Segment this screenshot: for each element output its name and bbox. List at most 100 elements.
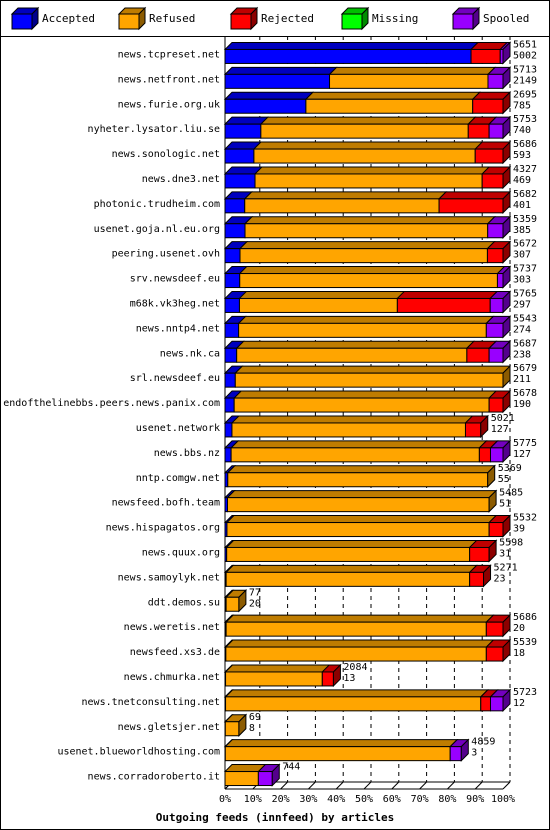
legend-swatch-missing <box>340 6 370 31</box>
x-tick-mark <box>280 781 288 790</box>
bar-segment-top-refused <box>238 290 406 299</box>
bar-side <box>502 165 511 190</box>
total-label: 5737 <box>513 264 537 275</box>
accepted-label: 303 <box>513 275 531 286</box>
bar-segment-accepted <box>224 372 236 388</box>
bar-side <box>502 140 511 165</box>
bar-side <box>502 439 511 464</box>
bar-side <box>502 265 511 289</box>
total-label: 5687 <box>513 338 537 349</box>
x-tick-mark <box>502 781 511 790</box>
bar-segment-accepted <box>224 173 256 189</box>
bar-segment-refused <box>227 472 489 488</box>
accepted-label: 51 <box>499 499 511 510</box>
accepted-label: 127 <box>513 449 531 460</box>
row-label: news.samoylyk.net <box>118 572 220 583</box>
x-tick-label: 60% <box>383 794 401 805</box>
bar-segment-refused <box>225 571 471 587</box>
bar-side <box>502 638 511 663</box>
bar-segment-accepted <box>224 73 331 89</box>
bar-segment-rejected <box>470 48 501 64</box>
bar-segment-top-refused <box>232 390 498 399</box>
bar-segment-accepted <box>224 248 241 264</box>
bar-segment-accepted <box>224 98 307 114</box>
total-label: 5679 <box>513 363 537 374</box>
x-tick-label: 70% <box>411 794 429 805</box>
row-label: endofthelinebbs.peers.news.panix.com <box>3 398 220 409</box>
bar-segment-accepted <box>224 48 472 64</box>
bar-side <box>480 414 489 439</box>
bar-segment-top-refused <box>235 340 476 349</box>
bar-segment-top-refused <box>225 515 498 524</box>
bar-segment-top-refused <box>224 689 489 698</box>
x-tick-label: 10% <box>244 794 262 805</box>
bar-segment-rejected <box>321 671 334 687</box>
bar-segment-refused <box>233 397 490 413</box>
total-label: 2084 <box>343 662 367 673</box>
bar-segment-rejected <box>466 347 490 363</box>
bar-segment-refused <box>236 347 468 363</box>
total-label: 5021 <box>491 413 515 424</box>
bar-segment-accepted <box>224 397 235 413</box>
total-label: 5271 <box>494 562 518 573</box>
row-label: news.chmurka.net <box>124 672 220 683</box>
bar-segment-refused <box>226 546 471 562</box>
total-label: 5598 <box>499 537 523 548</box>
bar-segment-accepted <box>224 223 246 239</box>
total-label: 5359 <box>513 214 537 225</box>
bar-side <box>502 240 511 264</box>
bar-segment-rejected <box>488 522 504 538</box>
legend-swatch-refused <box>117 6 147 31</box>
row-label: newsfeed.xs3.de <box>130 647 220 658</box>
bar-side <box>502 364 511 389</box>
bar-segment-rejected <box>467 123 490 139</box>
bar-segment-spooled <box>257 771 273 787</box>
bar-segment-refused <box>224 746 451 762</box>
total-label: 5532 <box>513 513 537 524</box>
x-tick-mark <box>447 781 455 790</box>
bar-segment-refused <box>239 273 498 289</box>
bar-segment-refused <box>226 522 490 538</box>
bar-segment-rejected <box>481 173 504 189</box>
bar-segment-top-refused <box>238 241 496 250</box>
row-label: news.hispagatos.org <box>106 523 220 534</box>
accepted-label: 127 <box>491 424 509 435</box>
bar-row: news.gletsjer.net 698 <box>118 712 261 737</box>
bar-segment-refused <box>231 422 466 438</box>
bar-segment-top-refused <box>225 539 478 548</box>
bar-segment-refused <box>238 322 487 338</box>
x-tick-label: 20% <box>272 794 290 805</box>
bar-side <box>502 613 511 638</box>
x-tick-mark <box>419 781 427 790</box>
bar-segment-refused <box>239 248 488 264</box>
accepted-label: 211 <box>513 374 531 385</box>
bar-segment-accepted <box>224 297 240 313</box>
bar-segment-top-refused <box>224 739 459 748</box>
bar-segment-top-refused <box>224 614 495 623</box>
bar-segment-spooled <box>488 123 504 139</box>
row-label: news.netfront.net <box>118 74 220 85</box>
bar-side <box>238 589 247 613</box>
accepted-label: 20 <box>513 623 525 634</box>
row-label: usenet.goja.nl.eu.org <box>94 224 220 235</box>
row-label: nyheter.lysator.liu.se <box>88 124 220 135</box>
bar-segment-spooled <box>488 347 504 363</box>
row-label: peering.usenet.ovh <box>112 249 220 260</box>
bar-side <box>487 464 496 488</box>
bar-segment-top-accepted <box>223 66 338 75</box>
x-tick-label: 80% <box>438 794 456 805</box>
bar-segment-accepted <box>224 447 232 463</box>
bar-segment-rejected <box>464 422 482 438</box>
bar-segment-top-accepted <box>223 41 480 50</box>
